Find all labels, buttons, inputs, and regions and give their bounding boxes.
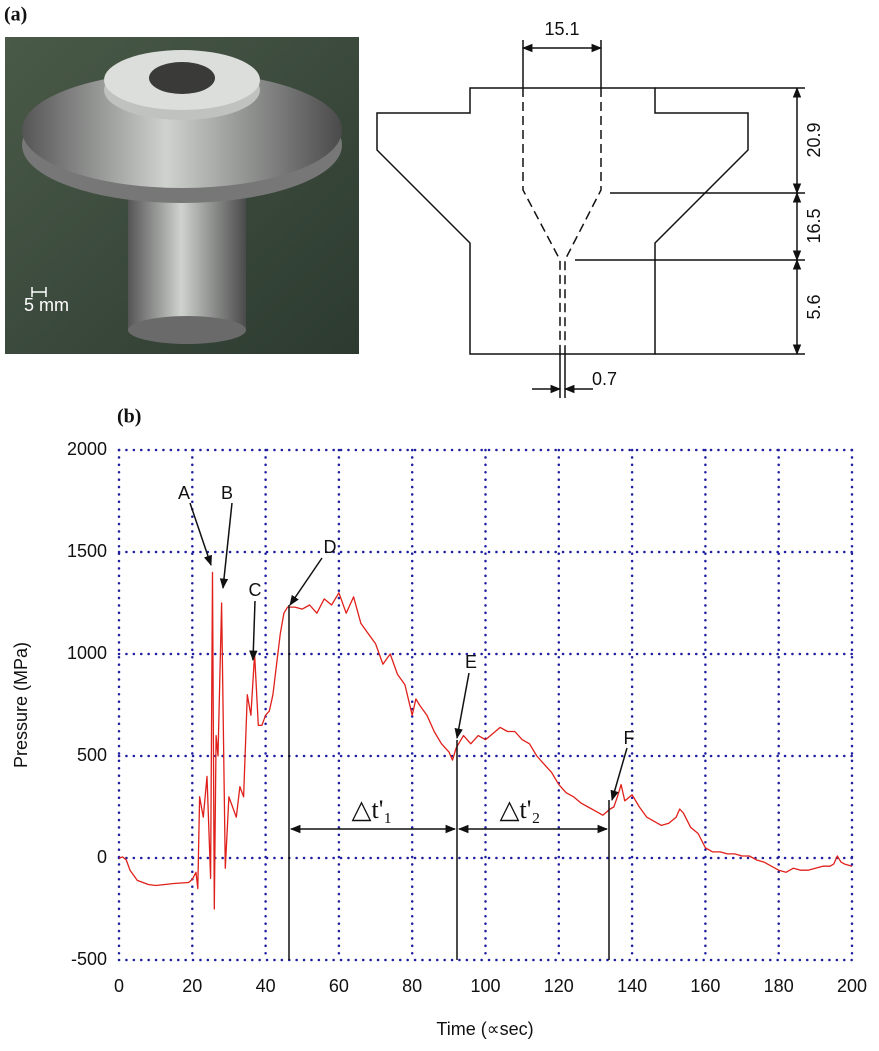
x-axis-title: Time (∝sec) — [436, 1019, 533, 1039]
x-tick-label: 20 — [182, 976, 202, 996]
dimension-label: 16.5 — [804, 208, 824, 243]
y-tick-label: 0 — [97, 847, 107, 867]
scale-bar-label: 5 mm — [24, 295, 69, 315]
x-tick-label: 140 — [617, 976, 647, 996]
x-tick-label: 200 — [837, 976, 867, 996]
annotation: △t'₁ — [352, 795, 393, 824]
x-tick-label: 180 — [764, 976, 794, 996]
x-tick-label: 160 — [690, 976, 720, 996]
dimension-label: 5.6 — [804, 294, 824, 319]
dimension-label: 15.1 — [544, 19, 579, 39]
drawing: 15.1 20.9 16.5 5.6 0.7 — [376, 19, 824, 398]
annotation: △t'₂ — [500, 795, 541, 824]
x-tick-label: 80 — [402, 976, 422, 996]
x-tick-label: 0 — [114, 976, 124, 996]
y-tick-label: 1000 — [67, 643, 107, 663]
y-tick-label: -500 — [71, 949, 107, 969]
annotation: B — [221, 483, 233, 503]
dimension-label: 0.7 — [592, 369, 617, 389]
y-tick-label: 2000 — [67, 439, 107, 459]
annotation: A — [178, 483, 190, 503]
y-tick-label: 1500 — [67, 541, 107, 561]
annotation: F — [624, 728, 635, 748]
annotations: A B C D E F △t'₁ △t'₂ — [178, 483, 635, 960]
x-tick-label: 100 — [470, 976, 500, 996]
y-axis-title: Pressure (MPa) — [11, 642, 31, 768]
plot: -500 0 500 1000 1500 2000 0 20 40 60 80 100 120 140 16… — [67, 439, 867, 996]
x-tick-label: 60 — [329, 976, 349, 996]
annotation: E — [465, 652, 477, 672]
x-tick-label: 120 — [544, 976, 574, 996]
panel-label: (b) — [117, 406, 141, 428]
y-tick-label: 500 — [77, 745, 107, 765]
panel-label: (a) — [4, 4, 27, 26]
data-line — [118, 571, 853, 910]
photo: 5 mm — [5, 37, 359, 354]
x-tick-label: 40 — [256, 976, 276, 996]
annotation: D — [324, 537, 337, 557]
dimension-label: 20.9 — [804, 122, 824, 157]
annotation: C — [249, 580, 262, 600]
